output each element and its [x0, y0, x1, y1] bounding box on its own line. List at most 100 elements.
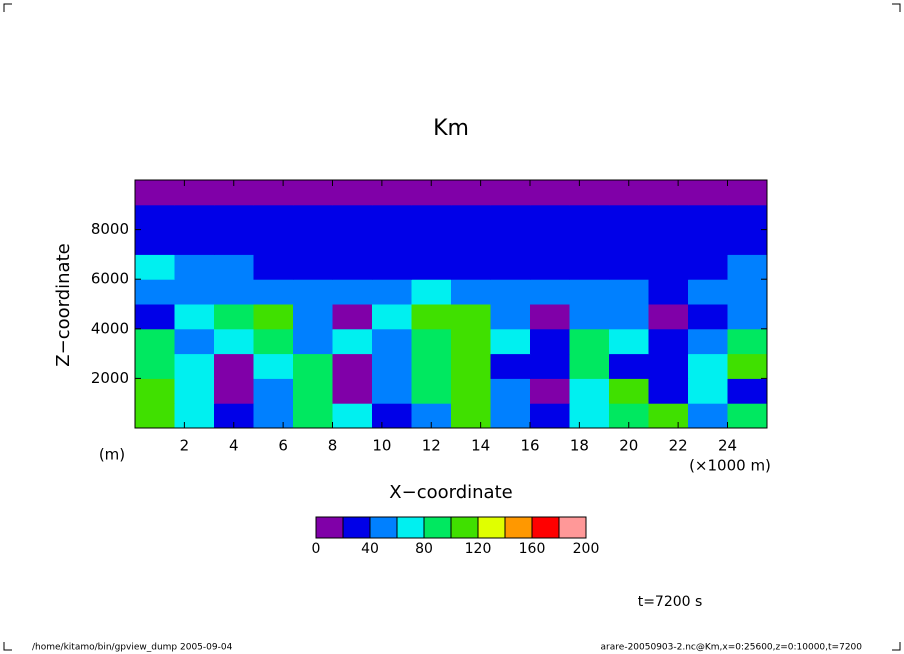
contour-cell — [609, 229, 649, 255]
contour-cell — [293, 353, 333, 379]
x-tick-label: 22 — [669, 437, 688, 455]
x-axis-label: X−coordinate — [389, 482, 512, 503]
x-tick-label: 8 — [328, 437, 338, 455]
contour-cell — [253, 279, 294, 305]
contour-cell — [214, 204, 254, 231]
y-tick-label: 4000 — [91, 319, 129, 337]
contour-cell — [727, 180, 768, 206]
contour-cell — [530, 180, 570, 206]
contour-cell — [135, 378, 175, 404]
contour-cell — [293, 180, 333, 206]
contour-cell — [411, 328, 452, 355]
colorbar-box — [369, 516, 398, 539]
contour-field — [135, 180, 768, 429]
contour-cell — [411, 254, 452, 280]
x-tick-label: 10 — [372, 437, 391, 455]
colorbar-box — [396, 516, 425, 539]
x-tick-label: 16 — [520, 437, 539, 455]
contour-cell — [569, 353, 610, 379]
contour-cell — [569, 204, 610, 231]
footer-right: arare-20050903-2.nc@Km,x=0:25600,z=0:100… — [601, 643, 863, 653]
x-tick-label: 12 — [422, 437, 441, 455]
contour-cell — [609, 254, 649, 280]
contour-cell — [530, 254, 570, 280]
contour-cell — [253, 353, 294, 379]
contour-cell — [688, 378, 728, 404]
contour-cell — [135, 328, 175, 355]
contour-cell — [490, 304, 531, 330]
contour-cell — [372, 204, 412, 231]
contour-cell — [530, 229, 570, 255]
contour-cell — [688, 204, 728, 231]
contour-cell — [609, 304, 649, 330]
plot-frame — [134, 179, 768, 429]
contour-cell — [174, 328, 215, 355]
contour-cell — [451, 328, 491, 355]
contour-cell — [253, 304, 294, 330]
contour-cell — [648, 328, 689, 355]
colorbar-label: 200 — [573, 541, 600, 557]
contour-cell — [727, 304, 768, 330]
contour-cell — [648, 279, 689, 305]
contour-cell — [609, 353, 649, 379]
contour-cell — [727, 204, 768, 231]
contour-cell — [135, 229, 175, 255]
contour-cell — [688, 353, 728, 379]
x-tick-label: 2 — [180, 437, 190, 455]
contour-cell — [174, 378, 215, 404]
contour-cell — [490, 353, 531, 379]
contour-cell — [332, 180, 373, 206]
corner-marks — [3, 3, 901, 651]
contour-cell — [293, 403, 333, 429]
contour-cell — [451, 279, 491, 305]
contour-cell — [293, 254, 333, 280]
colorbar-box — [342, 516, 371, 539]
contour-cell — [411, 304, 452, 330]
contour-cell — [214, 279, 254, 305]
contour-cell — [135, 403, 175, 429]
colorbar-label: 160 — [519, 541, 546, 557]
contour-cell — [490, 403, 531, 429]
contour-cell — [174, 353, 215, 379]
contour-cell — [253, 229, 294, 255]
colorbar-box — [423, 516, 452, 539]
contour-cell — [569, 180, 610, 206]
contour-cell — [727, 328, 768, 355]
contour-cell — [569, 279, 610, 305]
contour-cell — [174, 254, 215, 280]
contour-cell — [174, 403, 215, 429]
contour-cell — [648, 229, 689, 255]
contour-cell — [332, 254, 373, 280]
contour-cell — [609, 204, 649, 231]
contour-cell — [530, 204, 570, 231]
contour-cell — [490, 229, 531, 255]
colorbar-label: 80 — [415, 541, 433, 557]
contour-cell — [174, 229, 215, 255]
contour-cell — [135, 304, 175, 330]
contour-cell — [372, 403, 412, 429]
contour-cell — [569, 254, 610, 280]
contour-cell — [688, 254, 728, 280]
contour-cell — [569, 403, 610, 429]
x-tick-label: 14 — [471, 437, 490, 455]
colorbar-box — [504, 516, 533, 539]
contour-cell — [293, 328, 333, 355]
contour-cell — [490, 279, 531, 305]
contour-cell — [727, 353, 768, 379]
contour-cell — [411, 353, 452, 379]
contour-cell — [293, 378, 333, 404]
contour-cell — [451, 204, 491, 231]
contour-cell — [530, 328, 570, 355]
contour-cell — [372, 229, 412, 255]
chart-title: Km — [433, 116, 469, 141]
contour-cell — [648, 180, 689, 206]
contour-cell — [293, 279, 333, 305]
contour-cell — [372, 279, 412, 305]
contour-cell — [648, 254, 689, 280]
colorbar-box — [315, 516, 344, 539]
x-tick-label: 18 — [570, 437, 589, 455]
contour-cell — [451, 254, 491, 280]
contour-cell — [135, 279, 175, 305]
contour-cell — [451, 304, 491, 330]
